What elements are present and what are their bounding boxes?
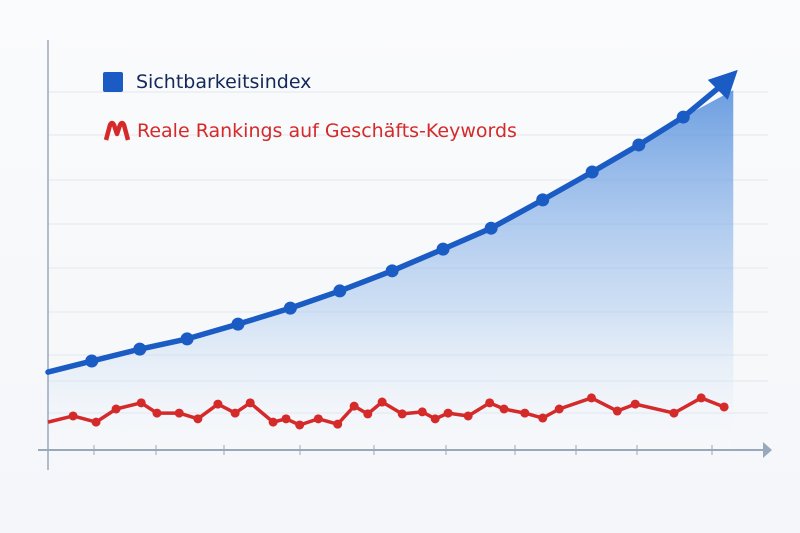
data-point-rankings: [152, 408, 162, 418]
data-point-rankings: [68, 411, 78, 421]
arrow-head-icon: [707, 69, 738, 100]
data-point-rankings: [417, 407, 427, 417]
data-point-rankings: [281, 414, 291, 424]
data-point-rankings: [485, 398, 495, 408]
data-point-sichtbarkeitsindex: [283, 301, 297, 315]
legend-item-sichtbarkeitsindex: Sichtbarkeitsindex: [103, 71, 311, 93]
data-point-rankings: [443, 408, 453, 418]
data-point-rankings: [463, 411, 473, 421]
data-point-rankings: [91, 417, 101, 427]
data-point-rankings: [612, 406, 622, 416]
data-point-sichtbarkeitsindex: [85, 354, 99, 368]
data-point-rankings: [245, 398, 255, 408]
data-point-rankings: [719, 402, 729, 412]
data-point-rankings: [268, 417, 278, 427]
data-point-rankings: [669, 408, 679, 418]
data-point-rankings: [193, 414, 203, 424]
data-point-rankings: [349, 401, 359, 411]
data-point-rankings: [174, 408, 184, 418]
red-wave-icon: [103, 120, 131, 141]
data-point-rankings: [363, 409, 373, 419]
legend-item-rankings: Reale Rankings auf Geschäfts-Keywords: [103, 120, 517, 142]
data-point-sichtbarkeitsindex: [333, 284, 347, 298]
data-point-sichtbarkeitsindex: [231, 317, 245, 331]
data-point-rankings: [696, 393, 706, 403]
data-point-sichtbarkeitsindex: [385, 264, 399, 278]
data-point-sichtbarkeitsindex: [536, 193, 550, 207]
legend-label: Sichtbarkeitsindex: [136, 71, 312, 93]
area-fill: [48, 90, 734, 450]
data-point-sichtbarkeitsindex: [585, 165, 599, 179]
data-point-sichtbarkeitsindex: [180, 332, 194, 346]
legend-label: Reale Rankings auf Geschäfts-Keywords: [137, 120, 517, 142]
data-point-rankings: [520, 408, 530, 418]
data-point-rankings: [538, 413, 548, 423]
data-point-rankings: [230, 408, 240, 418]
data-point-rankings: [111, 404, 121, 414]
data-point-rankings: [499, 404, 509, 414]
data-point-rankings: [333, 419, 343, 429]
data-point-rankings: [397, 409, 407, 419]
data-point-sichtbarkeitsindex: [133, 342, 147, 356]
data-point-sichtbarkeitsindex: [436, 242, 450, 256]
data-point-sichtbarkeitsindex: [484, 221, 498, 235]
data-point-rankings: [630, 399, 640, 409]
data-point-rankings: [377, 397, 387, 407]
data-point-rankings: [313, 414, 323, 424]
data-point-sichtbarkeitsindex: [676, 110, 690, 124]
data-point-rankings: [554, 404, 564, 414]
data-point-rankings: [295, 420, 305, 430]
x-axis-arrow-icon: [763, 442, 772, 458]
blue-square-icon: [103, 72, 123, 92]
data-point-rankings: [430, 414, 440, 424]
data-point-rankings: [586, 393, 596, 403]
data-point-rankings: [136, 398, 146, 408]
data-point-rankings: [213, 399, 223, 409]
data-point-sichtbarkeitsindex: [632, 138, 646, 152]
